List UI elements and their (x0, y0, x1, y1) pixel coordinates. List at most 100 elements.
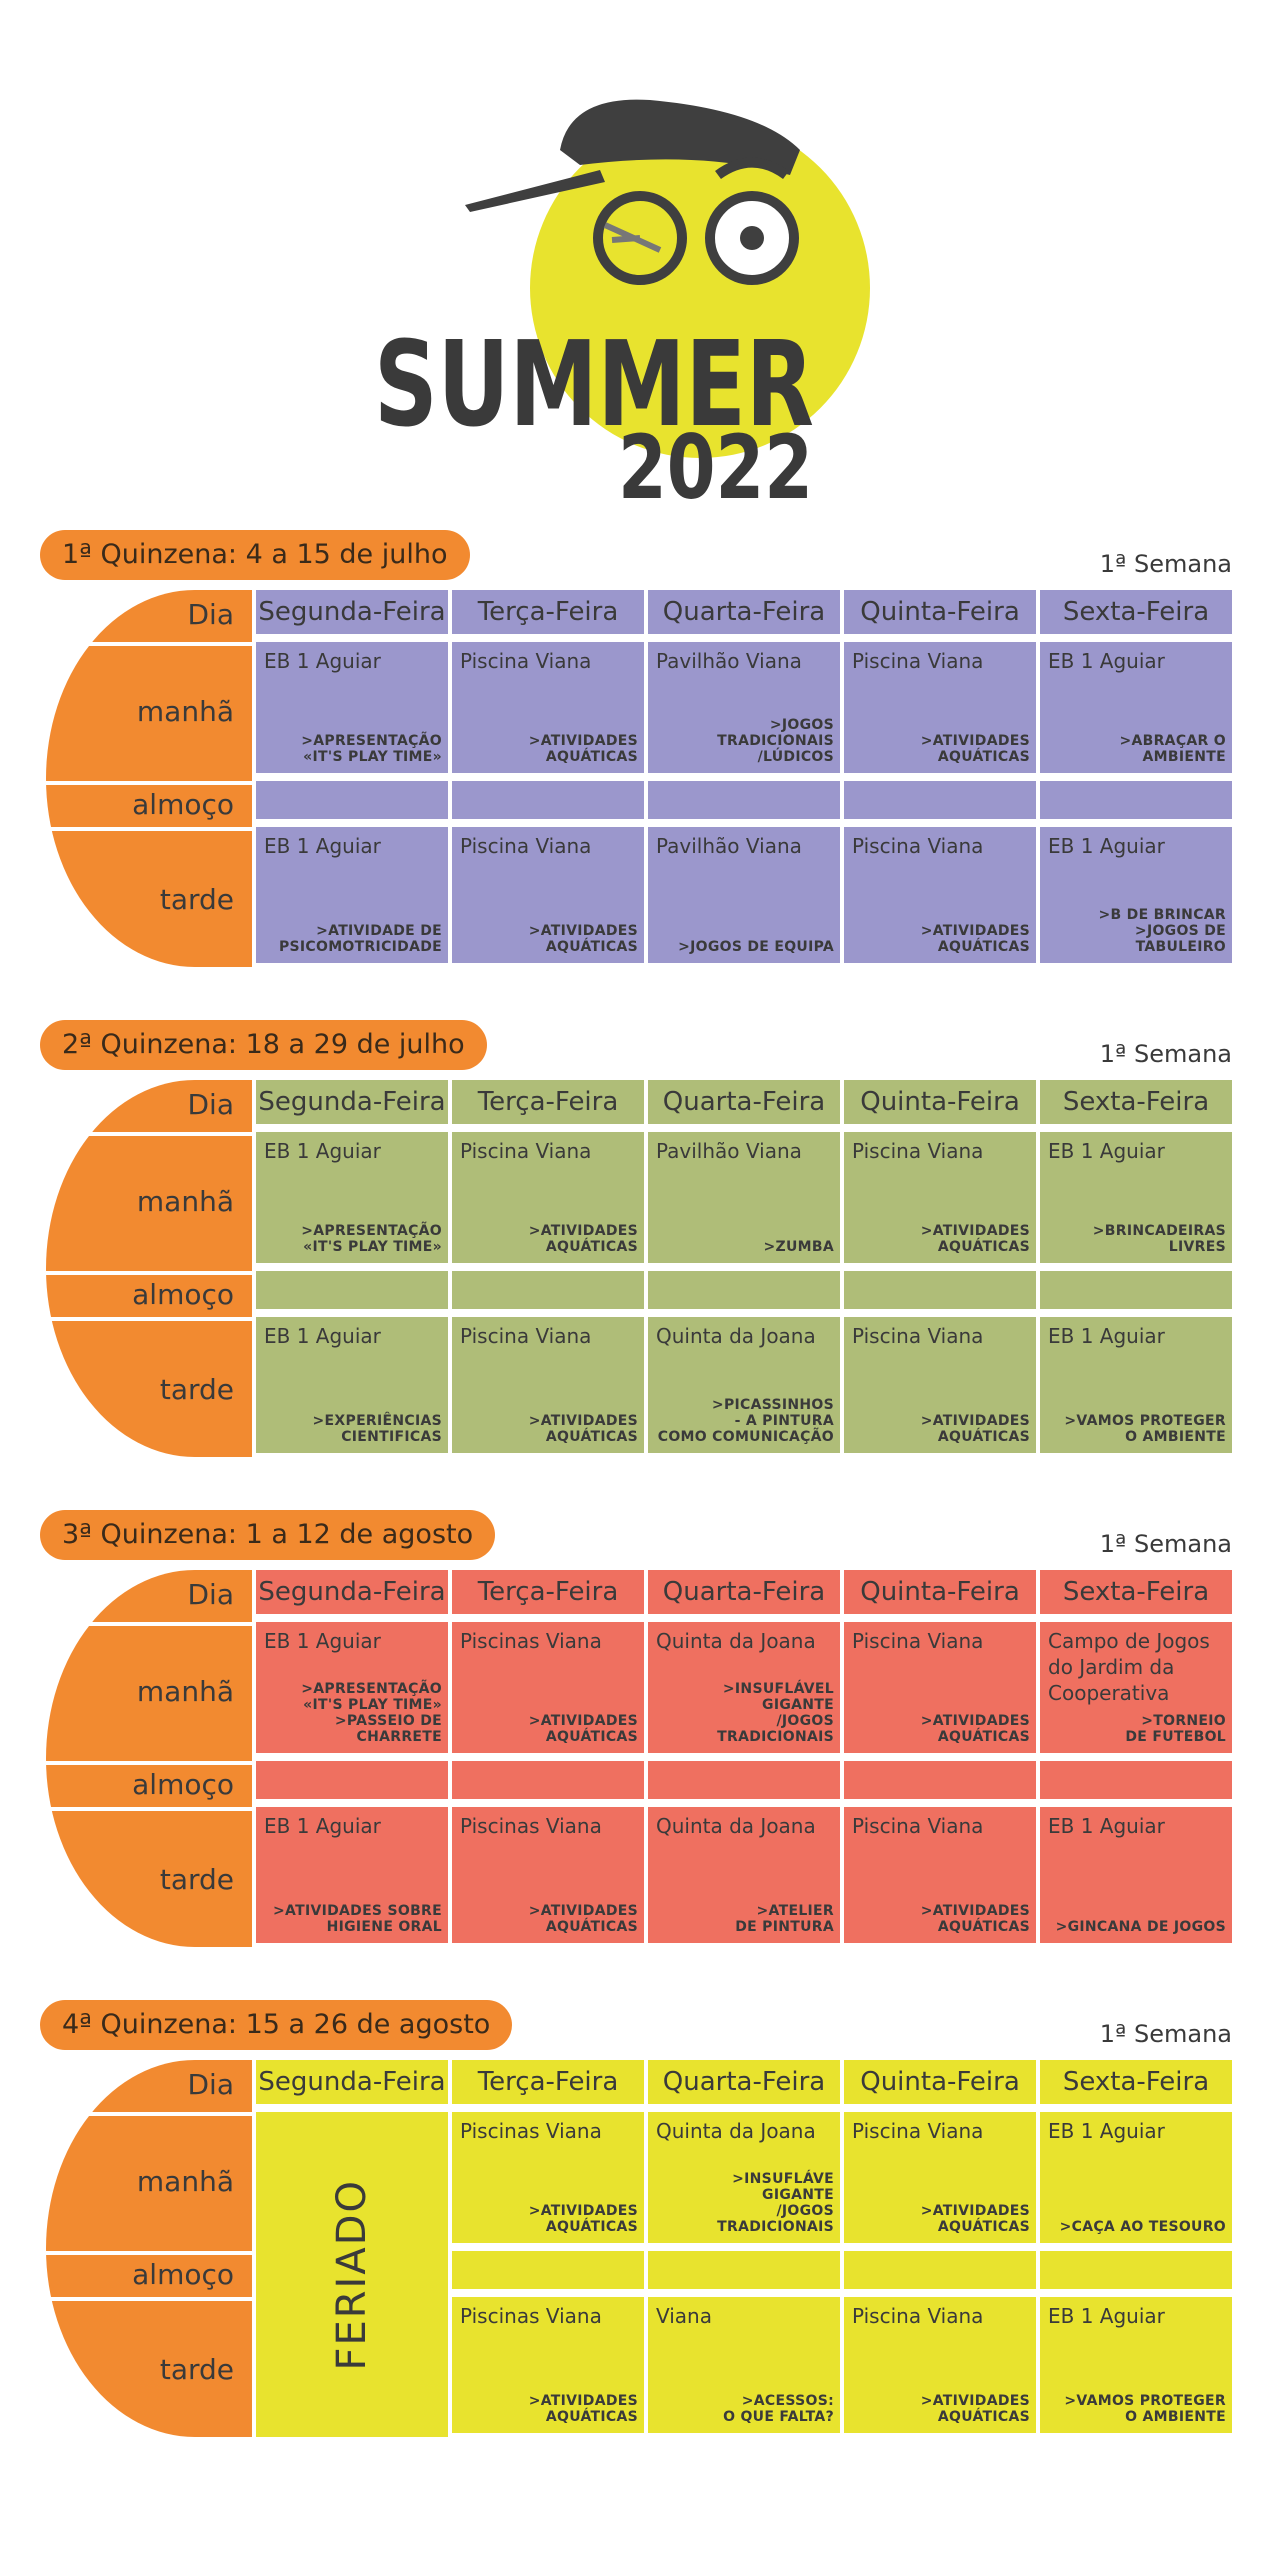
activity: >TORNEIO DE FUTEBOL (1125, 1713, 1226, 1745)
activity-line: TABULEIRO (1135, 939, 1226, 955)
activity-line: «IT'S PLAY TIME» (303, 1239, 442, 1255)
activity: >ATIVIDADES AQUÁTICAS (529, 2393, 638, 2425)
place: Piscinas Viana (460, 2119, 602, 2143)
place: Piscinas Viana (460, 2304, 602, 2328)
week-label: 1ª Semana (1099, 1530, 1232, 1558)
logo-eye (593, 191, 687, 285)
activity: >CAÇA AO TESOURO (1060, 2219, 1226, 2235)
place: EB 1 Aguiar (1048, 649, 1165, 673)
activity: >ATIVIDADES AQUÁTICAS (529, 733, 638, 765)
activity-cell: Piscinas Viana >ATIVIDADES AQUÁTICAS (452, 1807, 644, 1943)
activity-line: >JOGOS DE (1134, 923, 1226, 939)
activity-cell: EB 1 Aguiar >EXPERIÊNCIAS CIENTIFICAS (256, 1317, 448, 1453)
activity-line: >ATIVIDADES (528, 2393, 638, 2409)
activity: >ATIVIDADES AQUÁTICAS (921, 1713, 1030, 1745)
activity: >ATIVIDADES AQUÁTICAS (529, 1713, 638, 1745)
activity: >ATIVIDADES AQUÁTICAS (921, 1413, 1030, 1445)
activity-line: AQUÁTICAS (937, 749, 1030, 765)
activity-line: O AMBIENTE (1125, 1429, 1226, 1445)
activity-cell: Piscina Viana >ATIVIDADES AQUÁTICAS (452, 1317, 644, 1453)
activity-line: >ATIVIDADES SOBRE (273, 1903, 442, 1919)
row-label: manhã (46, 1132, 252, 1267)
activity: >INSUFLÁVE GIGANTE/JOGOS TRADICIONAIS (717, 2171, 834, 2235)
activity: >ATIVIDADES AQUÁTICAS (921, 2393, 1030, 2425)
activity-line: >PICASSINHOS (711, 1397, 834, 1413)
activity-cell: EB 1 Aguiar >ATIVIDADES SOBRE HIGIENE ORAL (256, 1807, 448, 1943)
holiday-cell: FERIADO (256, 2112, 448, 2437)
lunch-cell (1040, 2251, 1232, 2289)
activity-line: >ATIVIDADES (920, 2393, 1030, 2409)
activity: >JOGOS TRADICIONAIS/LÚDICOS (717, 717, 834, 765)
place: Piscina Viana (460, 834, 592, 858)
activity-cell: Quinta da Joana >INSUFLÁVEL GIGANTE/JOGOS T… (648, 1622, 840, 1753)
activity-cell: Piscina Viana >ATIVIDADES AQUÁTICAS (844, 2112, 1036, 2243)
activity-cell: EB 1 Aguiar >APRESENTAÇÃO «IT'S PLAY TIME» (256, 642, 448, 773)
day-header: Segunda-Feira (256, 590, 448, 634)
activity-line: AQUÁTICAS (545, 2409, 638, 2425)
activity-cell: EB 1 Aguiar >BRINCADEIRAS LIVRES (1040, 1132, 1232, 1263)
place: Piscina Viana (852, 1139, 984, 1163)
activity-line: >ATIVIDADES (528, 2203, 638, 2219)
activity-line: AQUÁTICAS (545, 2219, 638, 2235)
row-label: almoço (46, 781, 252, 823)
activity: >VAMOS PROTEGER O AMBIENTE (1064, 1413, 1226, 1445)
lunch-cell (648, 1761, 840, 1799)
activity-line: >JOGOS DE EQUIPA (678, 939, 834, 955)
activity-line: >ATIVIDADES (528, 923, 638, 939)
week-label: 1ª Semana (1099, 2020, 1232, 2048)
activity-cell: Quinta da Joana >INSUFLÁVE GIGANTE/JOGOS TR… (648, 2112, 840, 2243)
row-label: Dia (187, 597, 235, 631)
place: Quinta da Joana (656, 1814, 816, 1838)
activity-line: AQUÁTICAS (545, 1919, 638, 1935)
activity-line: AQUÁTICAS (545, 1729, 638, 1745)
lunch-cell (648, 1271, 840, 1309)
activity: >ATIVIDADES AQUÁTICAS (921, 2203, 1030, 2235)
activity-line: O AMBIENTE (1125, 2409, 1226, 2425)
day-header: Sexta-Feira (1040, 1570, 1232, 1614)
activity: >ATIVIDADES SOBRE HIGIENE ORAL (273, 1903, 442, 1935)
row-label: manhã (46, 1622, 252, 1757)
activity-line: >ACESSOS: (741, 2393, 834, 2409)
activity-line: TRADICIONAIS (717, 1729, 834, 1745)
place: EB 1 Aguiar (264, 1139, 381, 1163)
activity: >ACESSOS: O QUE FALTA? (723, 2393, 834, 2425)
activity: >ATIVIDADES AQUÁTICAS (529, 923, 638, 955)
activity-cell: Piscinas Viana >ATIVIDADES AQUÁTICAS (452, 1622, 644, 1753)
activity-cell: Quinta da Joana >PICASSINHOS - A PINTURA CO… (648, 1317, 840, 1453)
activity-cell: Piscina Viana >ATIVIDADES AQUÁTICAS (452, 827, 644, 963)
activity-line: >ATIVIDADES (920, 1713, 1030, 1729)
place: EB 1 Aguiar (1048, 2119, 1165, 2143)
activity: >ATIVIDADES AQUÁTICAS (529, 1413, 638, 1445)
activity-line: LIVRES (1168, 1239, 1226, 1255)
day-header: Quinta-Feira (844, 2060, 1036, 2104)
activity-line: AQUÁTICAS (545, 749, 638, 765)
activity-line: AQUÁTICAS (937, 2409, 1030, 2425)
logo-cap (560, 99, 800, 175)
place: Piscina Viana (852, 2304, 984, 2328)
section-title: 4ª Quinzena: 15 a 26 de agosto (40, 2000, 513, 2050)
row-label: manhã (46, 642, 252, 777)
activity-line: /JOGOS (776, 1713, 834, 1729)
place: Viana (656, 2304, 712, 2328)
activity-cell: EB 1 Aguiar >GINCANA DE JOGOS (1040, 1807, 1232, 1943)
place: EB 1 Aguiar (264, 834, 381, 858)
row-label: Dia (187, 1087, 235, 1121)
activity-line: AQUÁTICAS (937, 1429, 1030, 1445)
activity-line: «IT'S PLAY TIME» (303, 749, 442, 765)
place: EB 1 Aguiar (264, 1629, 381, 1653)
activity-line: AQUÁTICAS (545, 1429, 638, 1445)
activity-line: >EXPERIÊNCIAS (312, 1413, 442, 1429)
place: EB 1 Aguiar (264, 1814, 381, 1838)
lunch-cell (1040, 1271, 1232, 1309)
activity-line: >VAMOS PROTEGER (1064, 2393, 1226, 2409)
activity: >APRESENTAÇÃO «IT'S PLAY TIME» (301, 733, 442, 765)
activity-line: PSICOMOTRICIDADE (278, 939, 442, 955)
activity-line: >ATIVIDADES (920, 1223, 1030, 1239)
day-header: Quinta-Feira (844, 1080, 1036, 1124)
activity-line: AQUÁTICAS (937, 1729, 1030, 1745)
row-label: tarde (46, 1807, 252, 1947)
activity-cell: Piscina Viana >ATIVIDADES AQUÁTICAS (844, 827, 1036, 963)
activity-cell: EB 1 Aguiar >VAMOS PROTEGER O AMBIENTE (1040, 2297, 1232, 2433)
